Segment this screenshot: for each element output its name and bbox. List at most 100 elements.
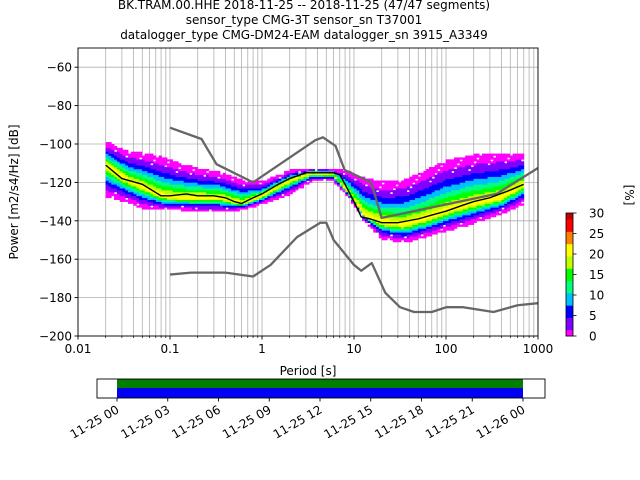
density-cell [504,174,508,177]
density-cell [415,193,419,197]
density-cell [105,142,109,145]
density-cell [364,213,369,216]
density-cell [465,157,469,160]
density-cell [325,178,330,181]
density-cell [501,199,505,202]
density-cell [144,199,148,202]
density-cell [370,192,374,195]
density-cell [381,234,385,237]
density-cell [370,195,374,199]
density-cell [518,182,522,185]
density-cell [493,157,497,160]
density-cell [172,199,176,202]
timeline-tick-label: 11-25 15 [322,402,376,441]
density-cell [141,161,146,164]
density-cell [125,190,129,193]
figure-title: BK.TRAM.00.HHE 2018-11-25 -- 2018-11-25 … [118,0,490,42]
density-cell [465,209,469,212]
density-cell [456,224,461,227]
density-cell [125,182,129,185]
density-cell [133,168,137,172]
density-cell [119,155,123,158]
density-cell [473,193,477,197]
density-cell [423,236,427,239]
density-cell [384,218,388,222]
density-cell [183,209,187,212]
density-cell [228,201,232,204]
density-cell [370,188,374,191]
density-cell [468,209,472,212]
density-cell [373,226,377,229]
density-cell [512,165,516,168]
density-cell [473,201,477,204]
density-cell [303,174,307,177]
density-cell [440,222,444,225]
density-cell [403,240,408,243]
density-cell [487,159,491,162]
density-cell [445,170,449,174]
density-cell [119,172,123,176]
colorbar-segment [566,270,573,273]
density-cell [247,199,252,202]
density-cell [203,168,207,172]
density-cell [144,155,148,158]
density-cell [334,176,338,179]
density-cell [465,186,469,189]
density-cell [409,188,413,191]
colorbar-segment [566,219,573,222]
density-cell [473,182,477,185]
density-cell [214,172,218,176]
density-cell [144,167,148,170]
density-cell [509,190,513,193]
density-cell [484,205,488,208]
density-cell [509,186,513,189]
density-cell [384,213,388,216]
density-cell [225,176,229,179]
density-cell [454,168,458,172]
density-cell [167,184,171,187]
density-cell [476,186,480,189]
density-cell [387,207,391,210]
density-cell [370,201,374,204]
density-cell [342,184,346,187]
density-cell [415,224,419,227]
density-cell [459,182,463,185]
density-cell [186,174,190,177]
density-cell [420,178,424,181]
density-cell [141,199,146,202]
density-cell [256,184,260,187]
density-cell [122,199,126,202]
density-cell [292,180,296,183]
density-cell [161,199,165,202]
density-cell [465,207,469,210]
colorbar-segment [566,264,573,267]
timeline-segment-top [117,379,523,388]
density-cell [504,195,508,199]
density-cell [501,186,505,189]
density-cell [378,184,383,187]
density-cell [415,216,419,220]
density-cell [172,172,176,176]
density-cell [437,197,441,200]
density-cell [147,190,151,193]
density-cell [456,182,461,185]
density-cell [356,201,360,204]
density-cell [431,201,435,204]
density-cell [194,197,199,200]
density-cell [222,192,226,195]
density-cell [454,174,458,177]
density-cell [445,207,449,210]
density-cell [409,220,413,224]
density-cell [415,215,419,218]
density-cell [498,193,502,197]
density-cell [272,197,277,200]
density-cell [175,180,179,183]
density-cell [108,155,112,158]
density-cell [161,163,165,166]
density-cell [387,190,391,193]
density-cell [454,211,458,214]
density-cell [367,218,371,222]
density-cell [378,195,383,199]
density-cell [125,170,129,174]
density-cell [387,236,391,239]
